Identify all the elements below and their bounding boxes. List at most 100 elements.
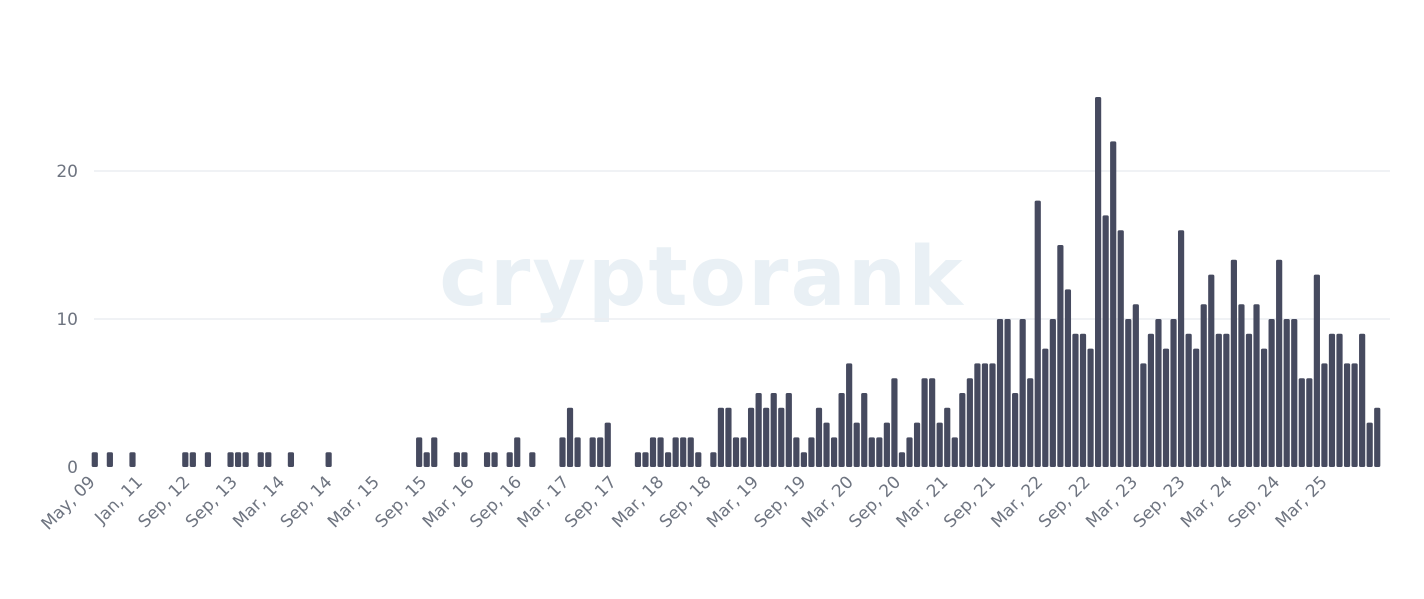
bar [597,437,604,467]
y-axis: 0 10 20 [56,162,78,478]
x-tick-label: Mar, 14 [229,472,289,532]
bar [287,452,295,467]
x-tick-label: May, 09 [38,472,100,534]
bar [687,437,694,467]
bars [91,97,1381,467]
bar [182,452,189,467]
bar [891,378,898,467]
bar [1230,259,1237,467]
x-tick-label: Sep, 13 [182,472,242,532]
bar [1208,274,1215,467]
x-tick-label: Sep, 15 [371,472,431,532]
bar [514,437,521,467]
bar [129,452,136,467]
bar [1117,230,1124,467]
bar [1140,363,1147,467]
bar [1313,274,1320,467]
bar [778,407,785,467]
bar [861,393,868,467]
bar [589,437,596,467]
bar [974,363,981,467]
bar [793,437,800,467]
bar [1215,333,1222,467]
bar [642,452,649,467]
bar [981,363,989,467]
bar [227,452,234,467]
bar [1351,363,1358,467]
bar [1343,363,1351,467]
bar [1079,333,1087,467]
bar [416,437,423,467]
bar [649,437,657,467]
bar [989,363,996,467]
bar [1283,319,1290,467]
bar [883,422,890,467]
bar [1132,304,1139,467]
bar [672,437,679,467]
bar [853,422,860,467]
bar [800,452,807,467]
bar [1238,304,1245,467]
bar [1336,333,1343,467]
bar [755,393,762,467]
bar [1245,333,1253,467]
bar [1374,407,1381,467]
x-tick-label: Mar, 15 [324,472,384,532]
bar [483,452,491,467]
bar [1027,378,1034,467]
bar [491,452,498,467]
x-tick-label: Sep, 21 [940,472,1000,532]
bar [929,378,936,467]
bar [898,452,906,467]
bar [1095,97,1102,467]
bar [1087,348,1094,467]
bar [1359,333,1366,467]
bar [1072,333,1079,467]
bar [242,452,249,467]
bar [1019,319,1026,467]
bar [747,407,755,467]
bar [325,452,332,467]
bar [1260,348,1268,467]
bar [529,452,536,467]
x-tick-label: Sep, 14 [277,472,337,532]
bar [838,393,845,467]
bar [1253,304,1260,467]
bar [710,452,717,467]
bar [763,407,770,467]
bar [1193,348,1200,467]
x-tick-label: Mar, 20 [798,472,858,532]
bar [770,393,777,467]
y-tick-label: 20 [56,162,78,182]
x-tick-label: Mar, 22 [987,472,1047,532]
bar [823,422,830,467]
bar [1328,333,1336,467]
x-tick-label: Sep, 17 [561,472,621,532]
bar [1110,141,1117,467]
bar [1057,245,1064,467]
bar [1147,333,1155,467]
bar [695,452,702,467]
bar [868,437,875,467]
bar [717,407,725,467]
x-tick-label: Sep, 20 [845,472,905,532]
bar [1162,348,1170,467]
bar [1012,393,1019,467]
bar [461,452,468,467]
x-tick-label: Mar, 18 [608,472,668,532]
x-tick-label: Mar, 23 [1082,472,1142,532]
bar [680,437,687,467]
bar [1049,319,1056,467]
bar [189,452,196,467]
bar [815,407,823,467]
bar [1291,319,1298,467]
bar [1306,378,1313,467]
x-tick-label: Mar, 17 [514,472,574,532]
y-tick-label: 0 [67,458,78,478]
x-tick-label: Mar, 19 [703,472,763,532]
bar [204,452,212,467]
bar [1298,378,1305,467]
bar [574,437,581,467]
